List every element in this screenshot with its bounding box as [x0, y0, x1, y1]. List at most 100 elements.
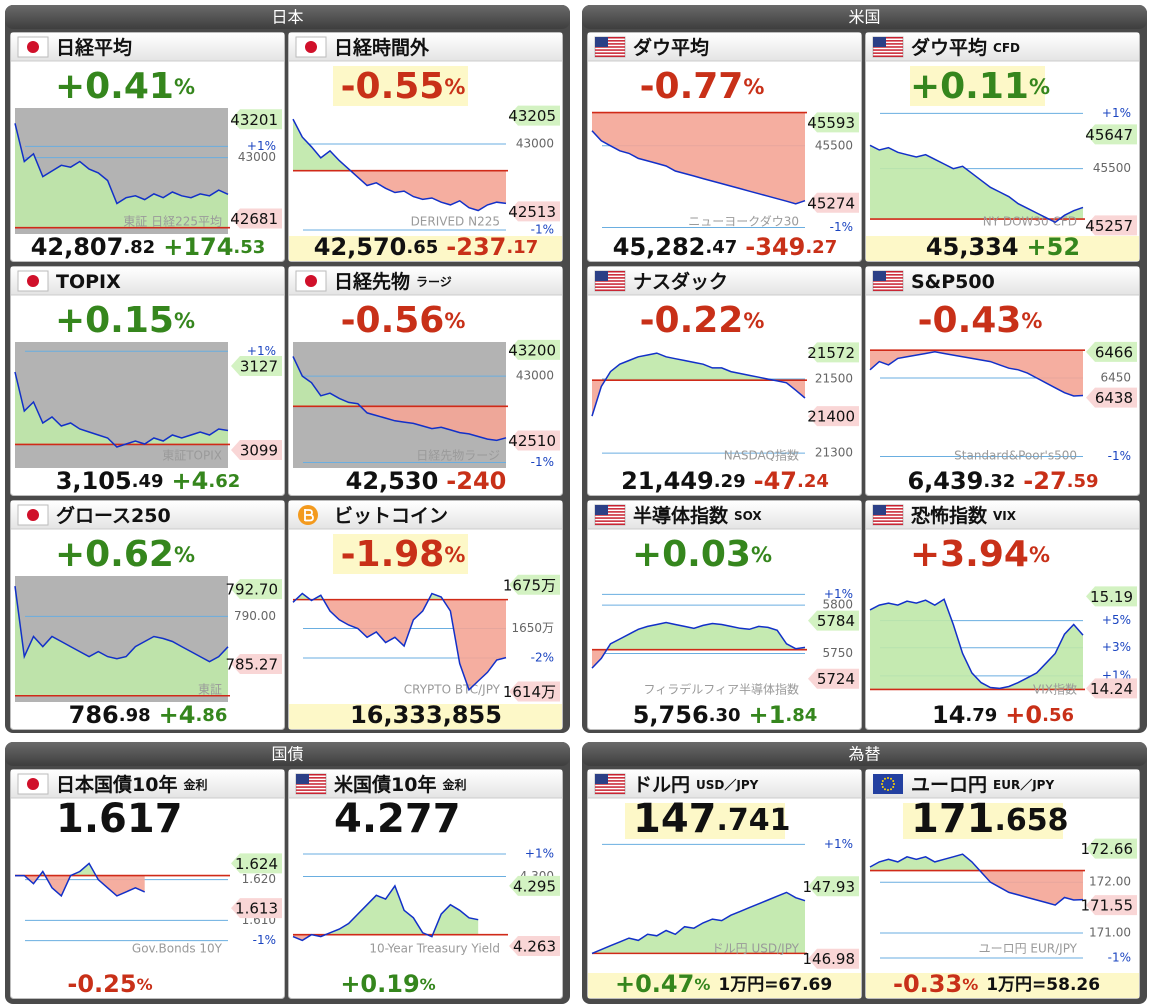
- low-marker: [808, 406, 859, 427]
- market-card: ユーロ円 EUR／JPY 172.00 171.00 -1% ユーロ円 EUR/JPY 17…: [865, 769, 1140, 999]
- change-percent: +0.47% 1万円=67.69: [615, 970, 832, 998]
- card-title-name: グロース250: [56, 504, 171, 527]
- change-unit: %: [743, 309, 764, 333]
- change-unit: %: [743, 75, 764, 99]
- card-title: S&P500: [911, 271, 995, 293]
- section-header: [582, 742, 1147, 766]
- watermark: ニューヨークダウ30: [688, 214, 799, 229]
- change-value: +0.62: [55, 534, 174, 575]
- y-tick-label: 790.00: [234, 609, 276, 623]
- change-unit: %: [444, 543, 465, 567]
- y-tick-label: 6450: [1100, 371, 1131, 385]
- change-value: -1.98: [341, 534, 445, 575]
- high-label: 172.66: [1081, 840, 1134, 858]
- section-header: [582, 5, 1147, 29]
- price-part: .79: [965, 705, 997, 726]
- watermark: NASDAQ指数: [724, 448, 799, 463]
- card-title-sub: EUR／JPY: [993, 777, 1054, 792]
- card-title: 日経時間外: [334, 36, 430, 59]
- diff-part: -237: [446, 233, 506, 261]
- low-marker: [1086, 215, 1137, 236]
- diff-part: +4: [172, 467, 209, 495]
- low-marker: [1086, 387, 1137, 408]
- price-part: .32: [983, 471, 1015, 492]
- card-title: 半導体指数 SOX: [633, 504, 762, 527]
- price: 42,807.82 +174.53: [31, 233, 266, 261]
- card-title-sub: 金利: [183, 777, 207, 792]
- card-title: ダウ平均: [633, 36, 709, 59]
- diff-part: -240: [446, 467, 506, 495]
- diff-part: .86: [195, 705, 227, 726]
- low-label: 785.27: [226, 655, 279, 673]
- y-tick-label: 43000: [516, 137, 554, 151]
- price-highlight: [625, 803, 785, 839]
- section-title: 米国: [848, 8, 880, 27]
- price: 1.617: [56, 796, 183, 842]
- change-value: +0.47: [615, 970, 694, 998]
- market-card: 半導体指数 SOX+1%58005750フィラデルフィア半導体指数57845724…: [587, 500, 862, 730]
- price-line: [591, 352, 806, 417]
- change-unit: %: [694, 975, 710, 994]
- card-title-name: ダウ平均: [911, 36, 987, 59]
- price-part: .29: [714, 471, 746, 492]
- price: 3,105.49 +4.62: [56, 467, 241, 495]
- market-card: ナスダック 21500 21300 NASDAQ指数 21572 21400 -0.22% 2…: [587, 266, 862, 496]
- price: 6,439.32 -27.59: [907, 467, 1098, 495]
- diff-part: .27: [805, 237, 837, 258]
- low-marker: [808, 948, 859, 969]
- watermark: 10-Year Treasury Yield: [369, 942, 500, 956]
- market-card: 日経先物 ラージ 43000 -1% 日経先物ラージ 43200 42510 -0.56% 42…: [288, 266, 563, 496]
- change-percent: -0.22%: [640, 300, 765, 341]
- market-card: 恐怖指数 VIX+5%+3%+1%VIX指数15.1914.24+3.94%14.…: [865, 500, 1140, 730]
- y-tick-label: 172.00: [1089, 875, 1131, 889]
- price-part: 4.277: [334, 796, 461, 842]
- high-marker: [808, 342, 859, 363]
- watermark: Standard&Poor's500: [954, 449, 1077, 463]
- card-title-bar: [289, 267, 562, 295]
- area-above: [870, 145, 1083, 220]
- change-percent: -1.98%: [341, 534, 466, 575]
- diff-part: .17: [506, 237, 538, 258]
- high-marker: [808, 610, 859, 631]
- change-highlight: [333, 66, 468, 106]
- card-background: [10, 769, 285, 999]
- flag-icon: [594, 36, 626, 58]
- change-percent: +0.15%: [55, 300, 195, 341]
- area-below: [870, 350, 1083, 396]
- area-above: [293, 885, 479, 935]
- price-part: .658: [995, 803, 1069, 838]
- diff-part: .24: [797, 471, 829, 492]
- high-label: 6466: [1095, 343, 1133, 361]
- card-title: ユーロ円 EUR／JPY: [911, 774, 1054, 796]
- price-line: [14, 586, 229, 663]
- high-label: 45593: [807, 114, 855, 132]
- high-label: 43205: [508, 107, 556, 125]
- price-line: [869, 144, 1084, 224]
- card-title: 日経先物 ラージ: [334, 270, 452, 293]
- area-above: [15, 123, 228, 228]
- price-line: [869, 598, 1084, 690]
- card-title-name: 半導体指数: [633, 504, 729, 527]
- y-tick-label: 45500: [815, 138, 853, 152]
- price: 45,334 +52: [926, 233, 1080, 261]
- change-percent: -0.77%: [640, 66, 765, 107]
- change-value: -0.77: [640, 66, 744, 107]
- card-background: [587, 500, 862, 730]
- price-line: [292, 884, 479, 942]
- flag-icon: [17, 36, 49, 58]
- change-percent: -0.55%: [341, 66, 466, 107]
- y-tick-label: 1.620: [242, 872, 276, 886]
- flag-icon: [298, 505, 318, 525]
- high-label: 5784: [817, 612, 855, 630]
- change-value: +0.11: [910, 66, 1029, 107]
- change-unit: %: [420, 975, 436, 994]
- area-below: [979, 870, 1083, 906]
- watermark: 東証TOPIX: [162, 449, 222, 463]
- y-tick-label: 45500: [1093, 161, 1131, 175]
- price: 42,530 -240: [346, 467, 507, 495]
- area-above: [870, 854, 1083, 871]
- y-tick-label: 5750: [822, 646, 853, 660]
- price-line: [292, 356, 507, 442]
